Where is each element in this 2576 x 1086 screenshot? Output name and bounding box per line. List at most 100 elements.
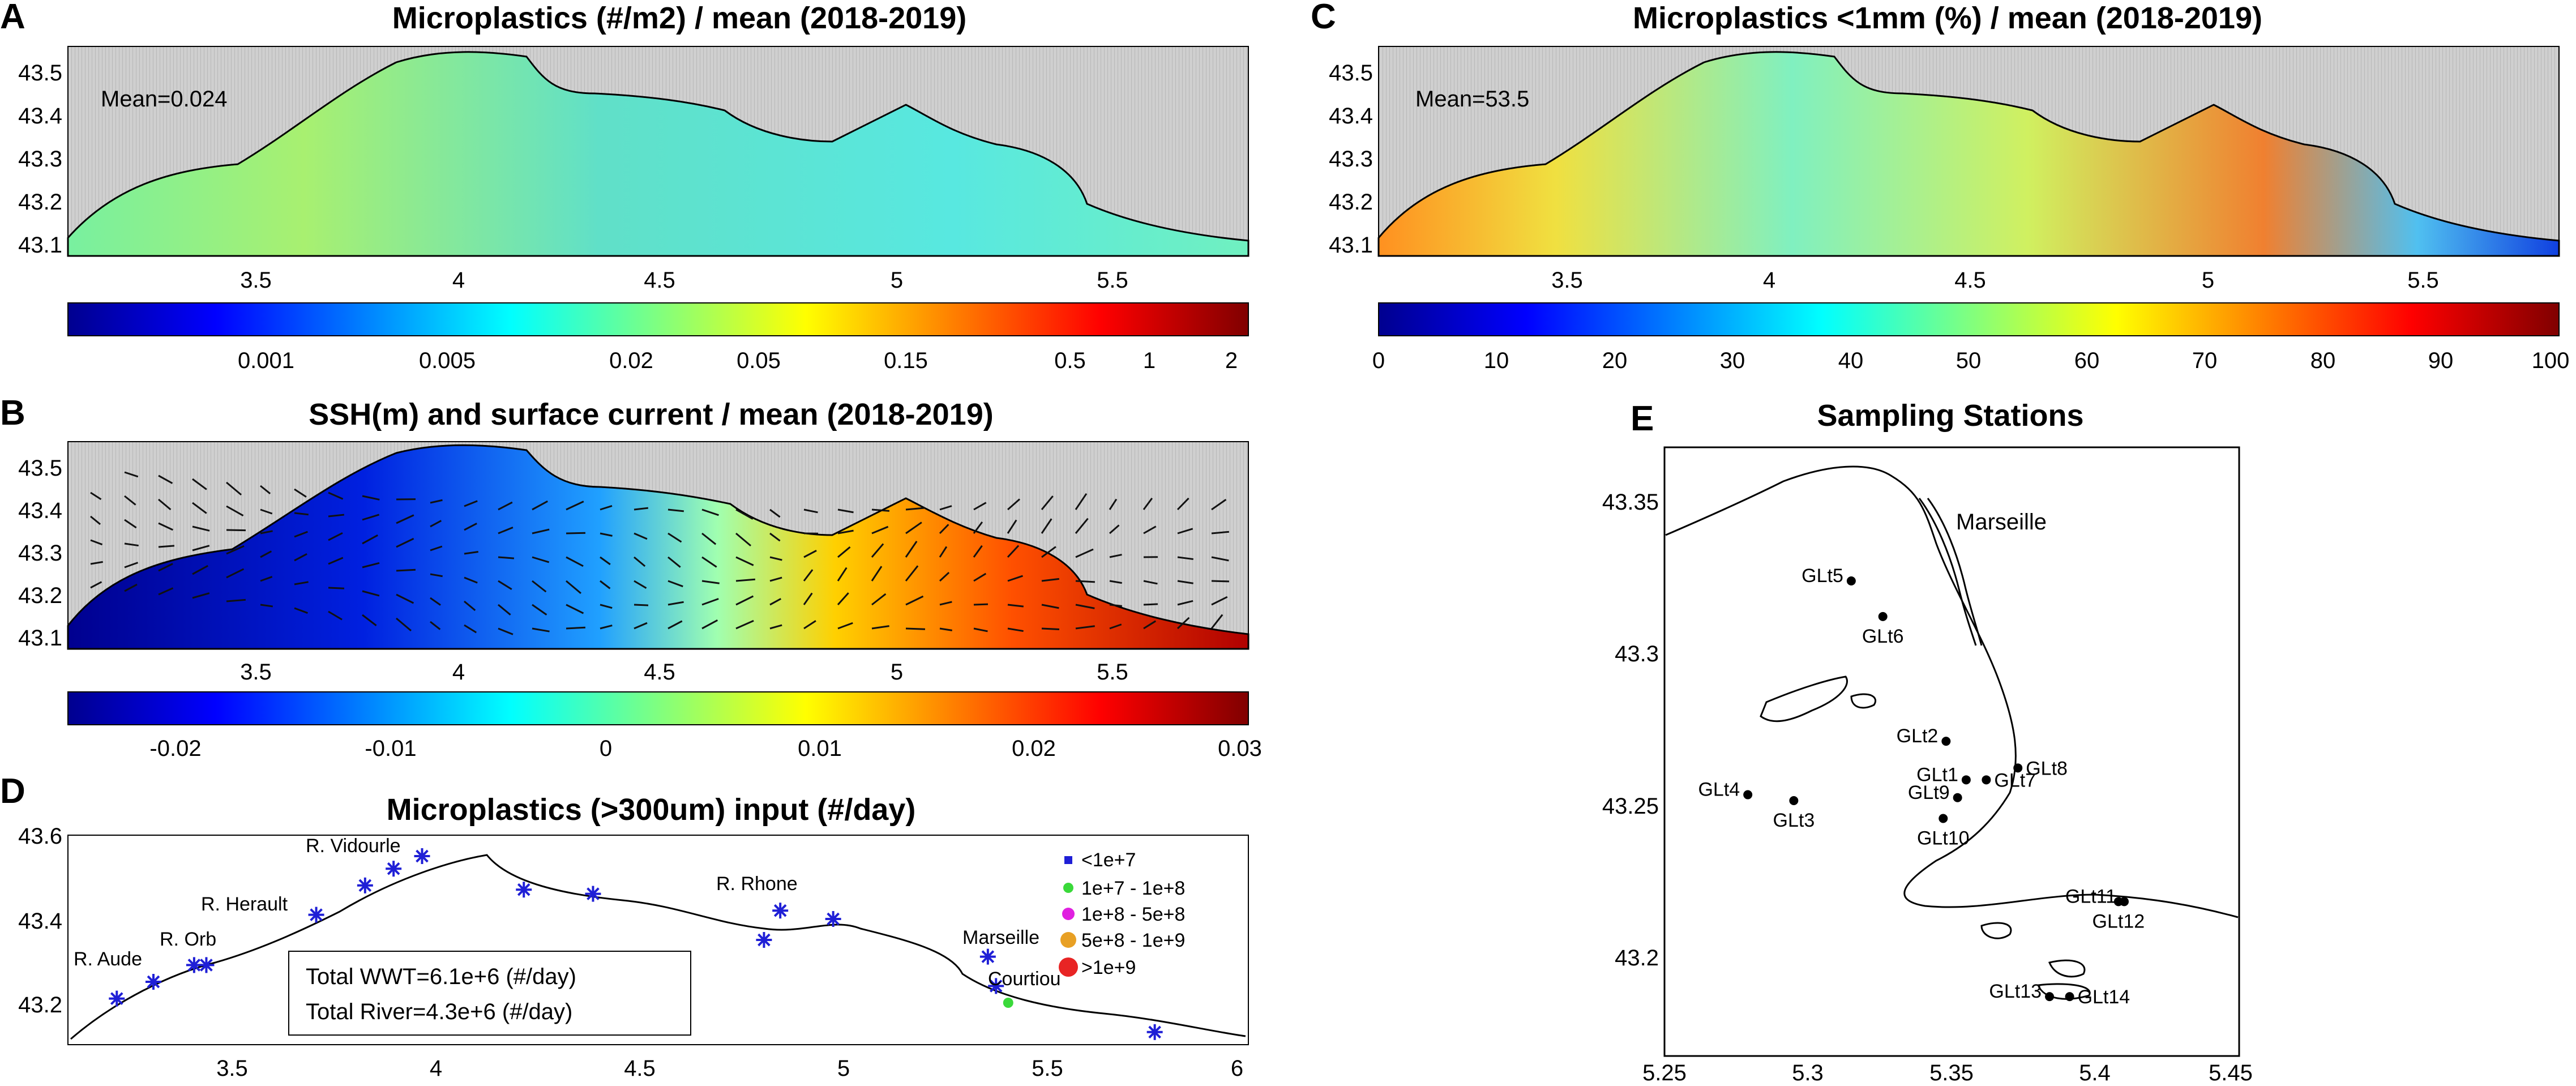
input-point-stroke [147, 975, 160, 989]
current-vector [600, 604, 613, 609]
current-vector [769, 508, 781, 518]
x-tick-label: 5.5 [1032, 1056, 1063, 1081]
station-label: GLt8 [2026, 758, 2068, 779]
y-tick-label: 43.2 [1329, 190, 1373, 215]
current-vector [294, 488, 307, 498]
current-vector [498, 556, 515, 559]
current-vector [667, 601, 684, 606]
panel-b-frame [67, 441, 1249, 649]
current-vector [1007, 519, 1017, 534]
panel-d: D Microplastics (>300um) input (#/day) 4… [0, 772, 1249, 1081]
current-vector [871, 593, 887, 606]
colorbar-tick-label: 40 [1838, 348, 1864, 373]
current-vector [328, 514, 345, 518]
current-vector [701, 508, 719, 516]
current-vector [837, 622, 853, 630]
current-vector [1109, 604, 1123, 607]
input-point-marker [585, 886, 601, 902]
current-vector [871, 525, 889, 535]
station-dot [1941, 737, 1951, 746]
current-vector [939, 571, 950, 582]
current-vector [600, 556, 611, 566]
current-vector [667, 556, 681, 568]
y-tick-label: 43.4 [18, 909, 62, 934]
current-vector [803, 592, 813, 605]
totals-box: Total WWT=6.1e+6 (#/day) Total River=4.3… [288, 951, 691, 1036]
x-tick-label: 4 [452, 268, 465, 293]
legend-marker [1062, 908, 1075, 920]
panel-b: B SSH(m) and surface current / mean (201… [0, 394, 1262, 761]
current-vector [769, 532, 781, 542]
station-label: GLt7 [1994, 769, 2036, 791]
panel-a-yticks: 43.5 43.4 43.3 43.2 43.1 [18, 61, 62, 258]
current-vector [1210, 614, 1223, 629]
current-vector [464, 576, 478, 584]
x-tick-label: 4 [452, 660, 465, 685]
current-vector [803, 549, 817, 558]
current-vector [1109, 524, 1120, 535]
current-vector [328, 610, 343, 621]
current-vector [769, 556, 782, 561]
colorbar-tick-label: -0.01 [365, 736, 416, 761]
current-vector [90, 515, 101, 525]
current-vector [532, 580, 547, 593]
current-vector [837, 508, 854, 514]
current-vector [1109, 554, 1122, 558]
current-vector [1041, 495, 1054, 510]
current-vector [939, 627, 952, 631]
current-vector [1142, 498, 1153, 510]
panel-b-xticks: 3.5 4 4.5 5 5.5 [240, 660, 1128, 685]
current-vector [1109, 580, 1122, 584]
current-vector [1041, 604, 1059, 609]
current-vector [1075, 493, 1088, 510]
panel-c-colorbar: 0 10 20 30 40 50 60 70 80 90 100 [1372, 302, 2569, 373]
legend-marker [1059, 957, 1078, 977]
current-vector [430, 597, 441, 606]
current-vector [769, 598, 782, 606]
current-vector [192, 502, 207, 514]
current-vector [701, 619, 718, 630]
input-point-stroke [1148, 1025, 1161, 1039]
current-vector [124, 583, 138, 592]
current-vector [430, 520, 442, 528]
source-label: R. Vidourle [306, 835, 401, 857]
current-vector [1143, 580, 1158, 585]
current-vector [735, 508, 754, 520]
current-vector [124, 495, 136, 506]
panel-a: A Microplastics (#/m2) / mean (2018-2019… [0, 0, 1250, 373]
colorbar-tick-label: 0.15 [884, 348, 928, 373]
x-tick-label: 5.45 [2209, 1061, 2253, 1085]
current-vector [192, 478, 207, 490]
panel-a-mean-annotation: Mean=0.024 [101, 87, 228, 112]
station-label: GLt5 [1802, 565, 1843, 587]
current-vector [294, 531, 308, 538]
current-vector [1109, 498, 1118, 510]
current-vector [464, 600, 476, 612]
current-vector [634, 556, 646, 567]
x-tick-label: 4.5 [624, 1056, 656, 1081]
current-vector [226, 529, 246, 532]
input-point-marker [145, 974, 161, 990]
current-vector [634, 507, 649, 511]
station-dot [1953, 793, 1962, 802]
input-point-stroke [517, 883, 530, 896]
current-vector [1007, 498, 1021, 511]
panel-b-colorbar: -0.02 -0.01 0 0.01 0.02 0.03 [67, 691, 1262, 761]
current-vector [158, 587, 174, 596]
current-vector [735, 619, 754, 630]
current-vector [600, 532, 613, 537]
current-vector [1177, 556, 1193, 561]
legend-marker [1064, 856, 1072, 864]
current-vector [158, 545, 175, 548]
coastline [70, 854, 1246, 1040]
current-vector [735, 556, 754, 566]
input-point-marker [979, 948, 996, 965]
current-vector [124, 519, 137, 529]
current-vector [498, 627, 514, 635]
current-vector [1177, 528, 1193, 535]
current-vector [939, 546, 948, 558]
current-vector [701, 580, 720, 584]
input-point-marker [516, 882, 532, 898]
station-dot [2013, 763, 2023, 773]
